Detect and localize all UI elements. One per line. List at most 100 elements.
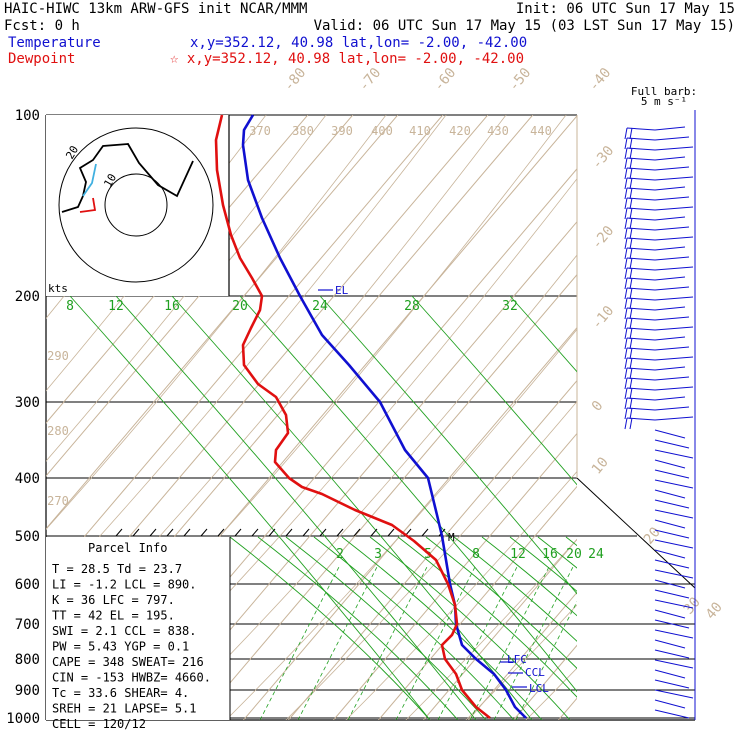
moist-adiabat-low xyxy=(481,536,577,617)
wind-barb-flag xyxy=(629,357,633,370)
wind-barbs xyxy=(624,110,696,720)
pressure-label-900: 900 xyxy=(15,683,40,699)
wind-barb-flag xyxy=(624,297,628,310)
dry-adiabat-label: 420 xyxy=(449,124,471,138)
isotherm xyxy=(288,379,577,720)
wind-barb-flag xyxy=(624,197,628,210)
wind-barb-flag xyxy=(624,397,628,410)
moist-adiabat-low xyxy=(341,536,543,720)
mixing-ratio-line xyxy=(297,564,379,720)
hatch xyxy=(149,528,157,537)
hatch xyxy=(166,528,174,537)
wind-barb-flag xyxy=(629,267,633,280)
dry-adiabat xyxy=(405,538,577,720)
wind-barb xyxy=(654,176,694,181)
wind-barb xyxy=(654,649,690,659)
moist-adiabat xyxy=(509,295,577,373)
isotherm-label: -30 xyxy=(589,143,618,173)
wind-barb xyxy=(654,296,694,301)
moist-adiabat-low xyxy=(425,536,577,669)
hodograph-ring-inner xyxy=(104,173,168,237)
wind-barb-flag xyxy=(624,387,628,400)
wind-barb xyxy=(654,479,694,489)
isotherm xyxy=(46,115,399,530)
isotherm xyxy=(558,697,577,720)
wind-barb xyxy=(654,126,686,131)
wind-barb-flag xyxy=(629,147,633,160)
wind-barb-flag xyxy=(624,417,628,430)
wind-barb-flag xyxy=(629,247,633,260)
isotherm xyxy=(513,644,577,720)
moist-adiabat-label: 8 xyxy=(66,299,74,314)
init-time: Init: 06 UTC Sun 17 May 15 xyxy=(516,1,735,17)
moist-adiabat xyxy=(411,295,577,486)
wind-barb xyxy=(654,499,690,509)
wind-barb xyxy=(654,376,690,381)
profile-layer xyxy=(214,114,527,720)
moist-adiabat-low xyxy=(369,536,571,720)
isotherm-label: -70 xyxy=(356,65,385,95)
hatch xyxy=(200,528,208,537)
wind-barb xyxy=(654,519,686,529)
isotherm-label: 10 xyxy=(589,454,612,477)
wind-barb-flag xyxy=(624,287,628,300)
isotherm xyxy=(468,591,577,720)
wind-barb-flag xyxy=(624,137,628,150)
wind-barb-flag xyxy=(629,367,633,380)
wind-barb xyxy=(654,396,686,401)
moist-adiabat-low xyxy=(313,536,515,720)
wind-barb xyxy=(654,136,690,141)
wind-barb xyxy=(654,709,690,719)
dry-adiabat-label: 290 xyxy=(47,349,69,363)
dry-adiabat xyxy=(285,400,577,720)
wind-barb-flag xyxy=(629,237,633,250)
wind-barb xyxy=(654,549,686,559)
wind-barb-flag xyxy=(624,347,628,360)
legend-dewpoint-position: ☆ x,y=352.12, 40.98 lat,lon= -2.00, -42.… xyxy=(170,51,524,67)
wind-barb-flag xyxy=(624,307,628,320)
m-marker: M xyxy=(448,531,455,544)
hatch xyxy=(251,528,259,537)
dry-adiabat xyxy=(165,254,577,720)
hodograph-trace-low xyxy=(82,163,97,197)
moist-adiabat-low xyxy=(453,536,577,642)
mixing-ratio-line xyxy=(259,564,341,720)
wind-barb xyxy=(654,689,694,699)
wind-barb-flag xyxy=(624,147,628,160)
wind-barb-flag xyxy=(624,407,628,420)
wind-barb-flag xyxy=(624,277,628,290)
dry-adiabat xyxy=(225,328,577,720)
wind-barb xyxy=(654,226,690,231)
hodograph-ring-label-20: 20 xyxy=(63,144,81,162)
hatch xyxy=(421,528,429,537)
wind-barb-flag xyxy=(629,327,633,340)
moist-adiabat-low xyxy=(565,536,577,547)
wind-barb-flag xyxy=(629,337,633,350)
isotherm xyxy=(378,485,577,720)
hatch xyxy=(387,528,395,537)
wind-barb xyxy=(654,276,686,281)
parcel-info-box: Parcel Info T = 28.5 Td = 23.7 LI = -1.2 … xyxy=(46,537,231,731)
wind-barb-legend-line2: 5 m s⁻¹ xyxy=(641,95,687,108)
legend-temperature-label: Temperature xyxy=(8,35,101,51)
moist-adiabat xyxy=(239,295,577,693)
mixing-ratio-line xyxy=(437,564,519,720)
wind-barb xyxy=(654,366,686,371)
wind-barb-flag xyxy=(624,247,628,260)
frame-right-slant xyxy=(576,477,696,589)
moist-adiabat xyxy=(115,295,477,720)
dry-adiabat xyxy=(525,667,577,720)
wind-barb xyxy=(654,166,690,171)
moist-adiabat-label: 28 xyxy=(404,299,420,314)
parcel-info-row: SREH = 21 LAPSE= 5.1 xyxy=(52,702,197,716)
hatch xyxy=(217,528,225,537)
wind-barb-flag xyxy=(624,327,628,340)
moist-adiabat-low xyxy=(622,537,740,720)
wind-barb xyxy=(654,609,686,619)
wind-barb-flag xyxy=(624,177,628,190)
hatch xyxy=(353,528,361,537)
mixing-ratio-label: 12 xyxy=(510,547,526,562)
valid-time: Valid: 06 UTC Sun 17 May 15 (03 LST Sun … xyxy=(314,18,735,34)
mixing-ratio-label: 8 xyxy=(472,547,480,562)
wind-barb xyxy=(654,316,690,321)
